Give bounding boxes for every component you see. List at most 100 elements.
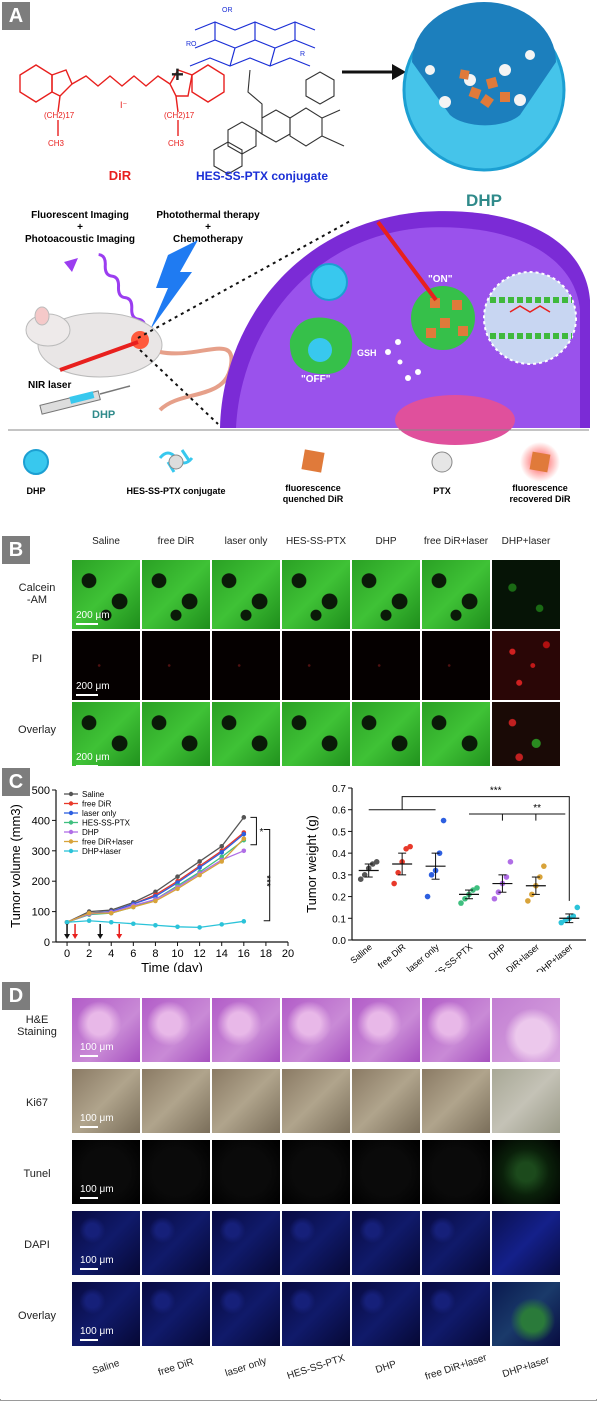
panel-d-micrograph: [212, 1069, 280, 1133]
panel-d-micrograph: [282, 1140, 350, 1204]
dir-label: DiR: [109, 168, 132, 183]
volume-data-point: [241, 848, 247, 854]
weight-category-label: Saline: [348, 942, 374, 966]
volume-legend-label: HES-SS-PTX: [82, 819, 131, 828]
volume-data-point: [108, 910, 114, 916]
panel-b-micrograph: [212, 560, 280, 629]
tumor-volume-chart: 0 100 200 300 400 500 0 2 4 6 8 10 12 14 16 18 20 Time (d…: [8, 785, 294, 972]
panel-d-column-label: DHP+laser: [501, 1354, 551, 1381]
therapy-label-1: Photothermal therapy: [156, 210, 260, 221]
panel-b-row-label: Calcein -AM: [6, 582, 68, 606]
panel-b-column-label: Saline: [92, 536, 120, 547]
weight-y-axis-title: Tumor weight (g): [304, 815, 319, 913]
weight-significance-label: **: [533, 803, 541, 814]
panel-d-column-label: Saline: [91, 1357, 121, 1378]
panel-b-scale-bar: [76, 694, 98, 696]
volume-y-tick-label: 100: [32, 907, 50, 919]
panel-b-micrograph: [142, 702, 210, 771]
weight-y-tick-label: 0.6: [332, 806, 346, 817]
panel-b-scale-label: 200 μm: [76, 752, 110, 763]
volume-legend-label: Saline: [82, 790, 105, 799]
panel-d-micrograph: [72, 998, 140, 1062]
volume-data-point: [197, 925, 202, 930]
volume-data-point: [175, 886, 180, 892]
volume-x-axis-title: Time (day): [141, 960, 203, 972]
hes-ro-1: OR: [222, 7, 233, 14]
volume-data-point: [219, 850, 225, 855]
weight-data-point: [570, 913, 577, 919]
weight-data-point: [541, 863, 547, 869]
weight-category-label: DHP+laser: [535, 942, 575, 972]
legend-quenched-label-2: quenched DiR: [283, 494, 344, 504]
panel-d-micrograph: [142, 1282, 210, 1346]
volume-significance-label: *: [259, 827, 263, 838]
panel-b-micrograph: [422, 631, 490, 700]
panel-b-scale-label: 200 μm: [76, 681, 110, 692]
volume-significance-label: ***: [261, 875, 272, 887]
volume-x-tick-label: 4: [108, 948, 114, 960]
volume-significance-bracket: [263, 829, 271, 922]
panel-b-micrograph: [142, 560, 210, 629]
weight-data-point: [474, 885, 480, 891]
panel-d-micrograph: [142, 1069, 210, 1133]
volume-legend-marker: [68, 839, 74, 844]
panel-d-scale-bar: [80, 1268, 98, 1270]
lightning-icon: [150, 240, 198, 330]
zoom-line-bottom: [139, 349, 219, 425]
volume-legend-label: DHP: [82, 828, 99, 837]
volume-data-point: [241, 919, 247, 924]
endosome-off: [289, 317, 353, 375]
panel-d-scale-bar: [80, 1126, 98, 1128]
panel-d-scale-label: 100 μm: [80, 1255, 114, 1266]
panel-d-micrograph: [212, 998, 280, 1062]
weight-data-point: [537, 874, 543, 880]
volume-data-point: [64, 919, 70, 925]
on-label: "ON": [428, 274, 453, 285]
volume-y-tick-label: 0: [44, 937, 50, 949]
mouse-illustration: [25, 306, 234, 412]
panel-b-micrograph: [282, 702, 350, 771]
panel-d-micrograph: [492, 1282, 560, 1346]
panel-d-micrograph: [352, 1211, 420, 1275]
volume-data-point: [197, 859, 202, 864]
volume-data-point: [131, 921, 136, 927]
panel-b-micrograph: [352, 702, 420, 771]
volume-x-tick-label: 18: [260, 948, 272, 960]
volume-legend-marker: [68, 829, 74, 835]
weight-data-point: [357, 876, 364, 882]
legend-recovered-icon: [529, 451, 551, 473]
panel-d-column-label: DHP: [374, 1359, 398, 1376]
laser-arrowhead: [72, 934, 79, 939]
volume-data-point: [153, 898, 158, 904]
volume-x-tick-label: 6: [130, 948, 136, 960]
syringe-illustration: [39, 385, 131, 415]
weight-category-label: free DiR: [376, 942, 408, 971]
released-molecules: [385, 339, 421, 381]
plus-2: +: [205, 222, 211, 233]
volume-legend-label: free DiR: [82, 800, 112, 809]
dir-structure: [19, 64, 225, 136]
dhp-particle-in-cell: [310, 263, 348, 301]
panel-b-column-label: free DiR: [157, 536, 195, 547]
panel-d-micrograph: [422, 1282, 490, 1346]
panel-b-row-label-line: PI: [31, 653, 43, 665]
volume-data-point: [219, 922, 225, 927]
weight-data-point: [458, 900, 464, 906]
volume-legend-label: free DiR+laser: [82, 838, 134, 847]
volume-y-tick-label: 500: [32, 785, 50, 797]
legend-recovered-label-1: fluorescence: [512, 483, 568, 493]
panel-d-micrograph: [422, 1069, 490, 1133]
syringe-dhp-label: DHP: [92, 409, 115, 421]
weight-data-point: [361, 872, 368, 878]
dir-iodide: I⁻: [120, 100, 128, 110]
imaging-label-1: Fluorescent Imaging: [31, 210, 129, 221]
panel-b-column-label: DHP+laser: [501, 536, 551, 547]
weight-data-point: [407, 843, 413, 850]
volume-y-tick-label: 300: [32, 846, 50, 858]
endosome-on: [411, 286, 475, 350]
panel-b-micrograph: [72, 560, 140, 629]
ptx-structure: [213, 69, 345, 175]
panel-d-micrograph: [72, 1069, 140, 1133]
membrane-zoom: [483, 271, 577, 365]
panel-c: C 0 100 200 300 400 500 0 2 4 6 8 10 12 14 16 18 20 Time …: [0, 766, 597, 973]
